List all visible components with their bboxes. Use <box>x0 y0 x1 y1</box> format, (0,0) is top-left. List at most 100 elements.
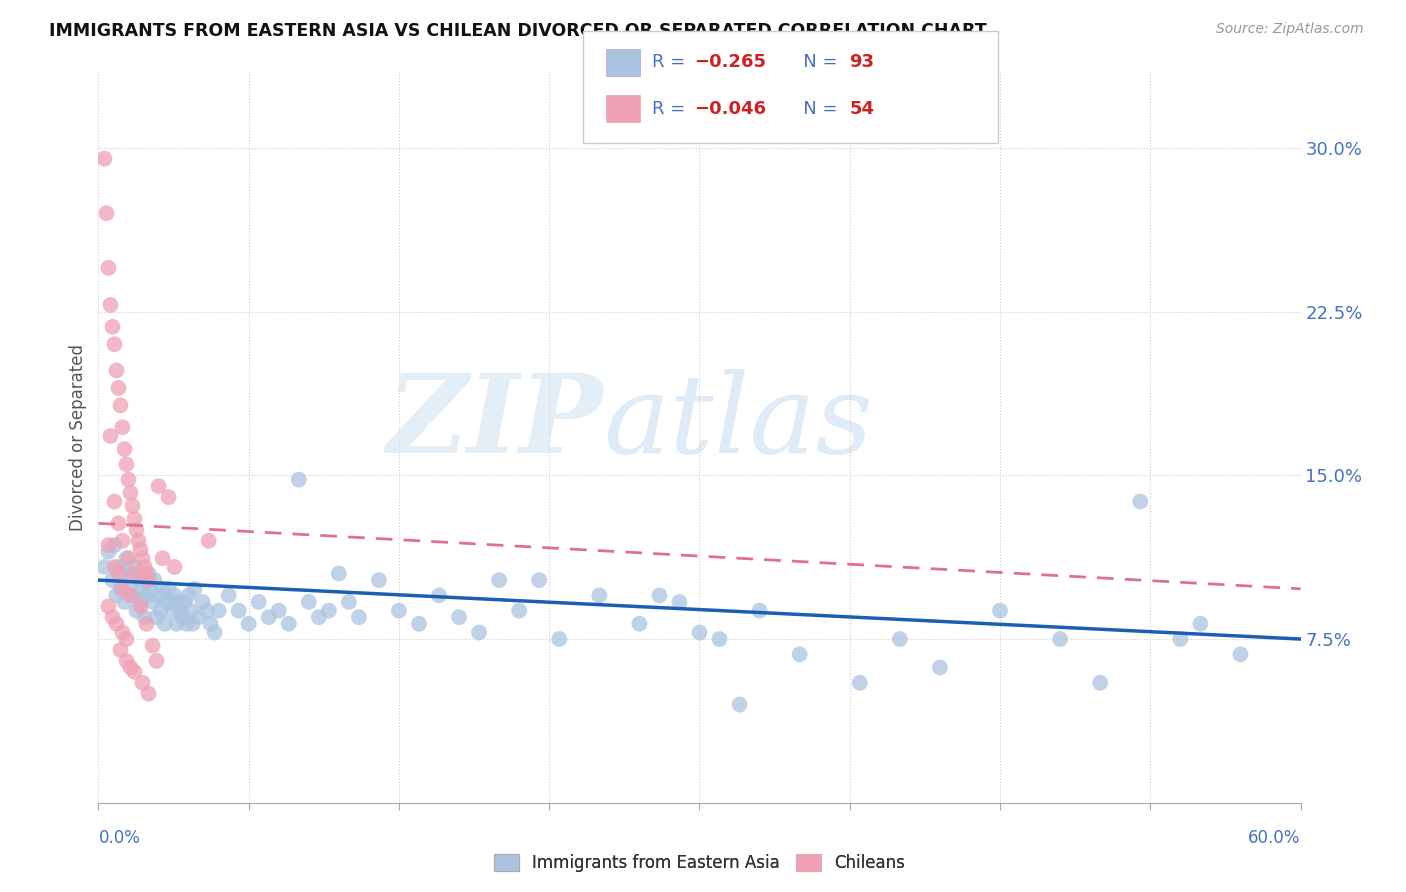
Point <box>247 595 270 609</box>
Text: R =: R = <box>652 54 692 71</box>
Point <box>648 588 671 602</box>
Point <box>238 616 260 631</box>
Point <box>152 551 174 566</box>
Point <box>208 604 231 618</box>
Point <box>124 512 146 526</box>
Point <box>124 665 146 679</box>
Point <box>152 582 174 596</box>
Point <box>328 566 350 581</box>
Point <box>204 625 226 640</box>
Point <box>148 588 170 602</box>
Point <box>588 588 610 602</box>
Point <box>105 363 128 377</box>
Point <box>93 152 115 166</box>
Point <box>228 604 250 618</box>
Point <box>121 588 143 602</box>
Point <box>166 616 188 631</box>
Point <box>117 582 139 596</box>
Point <box>117 473 139 487</box>
Point <box>138 573 160 587</box>
Point <box>145 654 167 668</box>
Point <box>120 485 142 500</box>
Text: 0.0%: 0.0% <box>98 829 141 847</box>
Point <box>508 604 530 618</box>
Point <box>427 588 450 602</box>
Point <box>128 573 150 587</box>
Point <box>155 595 177 609</box>
Point <box>728 698 751 712</box>
Point <box>709 632 731 646</box>
Text: Source: ZipAtlas.com: Source: ZipAtlas.com <box>1216 22 1364 37</box>
Point <box>111 533 134 548</box>
Point <box>929 660 952 674</box>
Point <box>181 616 204 631</box>
Point <box>107 516 129 531</box>
Point <box>97 599 120 614</box>
Point <box>96 206 118 220</box>
Point <box>163 560 186 574</box>
Point <box>97 538 120 552</box>
Point <box>110 643 132 657</box>
Text: R =: R = <box>652 100 692 118</box>
Point <box>129 595 152 609</box>
Point <box>143 573 166 587</box>
Point <box>105 588 128 602</box>
Point <box>849 675 872 690</box>
Point <box>1229 648 1251 662</box>
Point <box>197 533 219 548</box>
Point <box>1088 675 1111 690</box>
Point <box>529 573 551 587</box>
Text: IMMIGRANTS FROM EASTERN ASIA VS CHILEAN DIVORCED OR SEPARATED CORRELATION CHART: IMMIGRANTS FROM EASTERN ASIA VS CHILEAN … <box>49 22 987 40</box>
Point <box>135 566 157 581</box>
Point <box>187 610 209 624</box>
Point <box>128 533 150 548</box>
Point <box>100 429 122 443</box>
Point <box>889 632 911 646</box>
Point <box>129 599 152 614</box>
Point <box>177 588 200 602</box>
Text: N =: N = <box>786 100 844 118</box>
Legend: Immigrants from Eastern Asia, Chileans: Immigrants from Eastern Asia, Chileans <box>486 847 912 879</box>
Point <box>308 610 330 624</box>
Point <box>159 595 181 609</box>
Point <box>124 566 146 581</box>
Point <box>148 479 170 493</box>
Point <box>789 648 811 662</box>
Point <box>172 610 194 624</box>
Point <box>115 551 138 566</box>
Point <box>124 560 146 574</box>
Point <box>141 639 163 653</box>
Point <box>548 632 571 646</box>
Point <box>167 595 190 609</box>
Point <box>183 582 205 596</box>
Point <box>103 494 125 508</box>
Point <box>121 499 143 513</box>
Point <box>162 604 184 618</box>
Point <box>149 604 172 618</box>
Point <box>100 298 122 312</box>
Text: 60.0%: 60.0% <box>1249 829 1301 847</box>
Point <box>103 337 125 351</box>
Point <box>347 610 370 624</box>
Point <box>131 551 153 566</box>
Point <box>114 595 136 609</box>
Point <box>689 625 711 640</box>
Point <box>111 566 134 581</box>
Point <box>176 616 198 631</box>
Point <box>125 604 148 618</box>
Point <box>447 610 470 624</box>
Text: atlas: atlas <box>603 368 873 476</box>
Text: −0.265: −0.265 <box>695 54 766 71</box>
Point <box>114 442 136 456</box>
Point <box>135 616 157 631</box>
Point <box>101 610 124 624</box>
Point <box>468 625 491 640</box>
Point <box>120 566 142 581</box>
Point <box>135 588 157 602</box>
Point <box>103 538 125 552</box>
Point <box>115 632 138 646</box>
Point <box>97 545 120 559</box>
Point <box>105 616 128 631</box>
Point <box>107 560 129 574</box>
Point <box>111 625 134 640</box>
